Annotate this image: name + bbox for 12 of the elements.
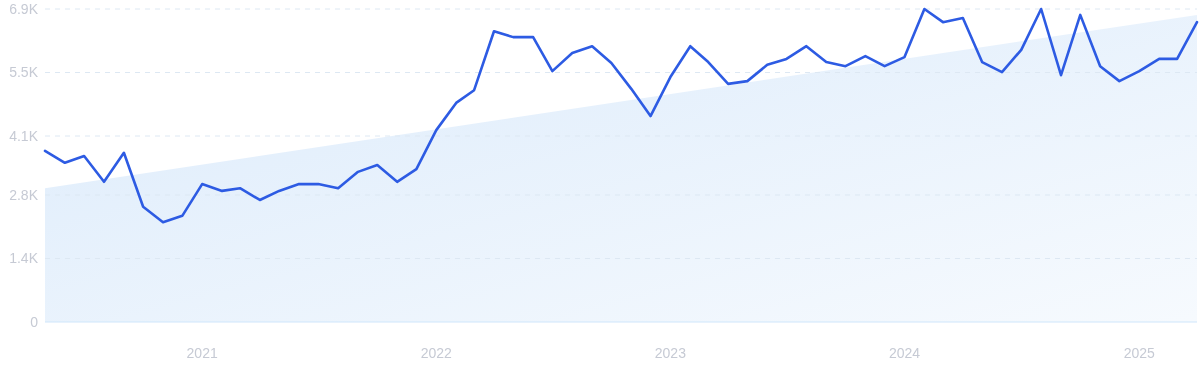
x-tick-label: 2022 (420, 345, 453, 361)
y-tick-label: 5.5K (9, 64, 39, 81)
line-series (43, 7, 1199, 224)
y-tick-label: 0 (30, 313, 39, 330)
y-tick-label: 1.4K (9, 250, 39, 267)
x-tick-label: 2024 (888, 345, 921, 361)
y-tick-label: 6.9K (9, 0, 39, 17)
x-tick-label: 2021 (186, 345, 218, 361)
y-tick-label: 2.8K (9, 186, 39, 203)
x-tick-label: 2025 (1123, 345, 1156, 361)
y-tick-label: 4.1K (9, 127, 39, 144)
x-tick-label: 2023 (654, 345, 687, 361)
